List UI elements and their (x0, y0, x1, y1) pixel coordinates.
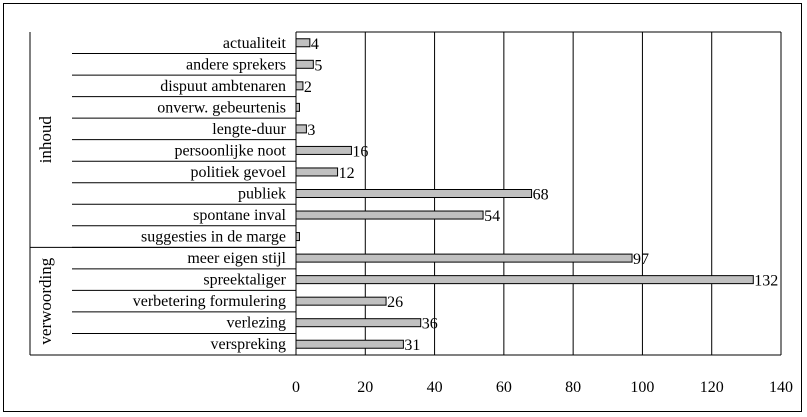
category-label: publiek (238, 186, 286, 203)
data-label: 36 (422, 316, 438, 333)
x-tick-label: 40 (427, 379, 443, 396)
bar (295, 167, 339, 177)
bar (295, 275, 754, 285)
data-label: 4 (311, 36, 319, 53)
category-label: verspreking (210, 336, 286, 353)
x-tick-label: 140 (769, 379, 793, 396)
bar (295, 145, 352, 155)
data-label: 132 (754, 273, 778, 290)
x-tick-label: 100 (630, 379, 654, 396)
category-label: suggesties in de marge (141, 229, 286, 246)
bar (295, 339, 404, 349)
data-label: 5 (314, 57, 322, 74)
data-label: 54 (484, 208, 500, 225)
data-label: 68 (533, 187, 549, 204)
bar (295, 59, 314, 69)
bar (295, 253, 633, 263)
category-label: dispuut ambtenaren (160, 78, 286, 95)
data-label: 2 (304, 79, 312, 96)
category-label: politiek gevoel (190, 164, 286, 181)
bar (295, 102, 300, 112)
x-tick-label: 60 (496, 379, 512, 396)
data-label: 12 (339, 165, 355, 182)
group-label-verwoording: verwoording (36, 257, 55, 344)
category-label: andere sprekers (186, 56, 286, 73)
bar (295, 318, 422, 328)
data-label: 16 (352, 143, 368, 160)
category-label: meer eigen stijl (187, 250, 286, 267)
bar (295, 232, 300, 242)
category-label: spontane inval (193, 207, 286, 224)
category-label: persoonlijke noot (174, 142, 286, 159)
bar (295, 210, 484, 220)
x-tick-label: 0 (292, 379, 300, 396)
category-label: onverw. gebeurtenis (157, 99, 286, 116)
data-label: 26 (387, 294, 403, 311)
bar (295, 189, 533, 198)
group-label-inhoud: inhoud (36, 116, 55, 164)
data-label: 3 (307, 122, 315, 139)
x-tick-label: 80 (565, 379, 581, 396)
data-label: 97 (633, 251, 649, 268)
x-tick-label: 120 (700, 379, 724, 396)
category-label: lengte-duur (212, 121, 286, 138)
category-label: verlezing (226, 315, 286, 332)
category-label: verbetering formulering (133, 293, 286, 310)
bar (295, 296, 387, 306)
category-label: actualiteit (223, 35, 287, 52)
x-tick-label: 20 (357, 379, 373, 396)
bar (295, 124, 307, 134)
category-label: spreektaliger (203, 272, 286, 289)
bar (295, 81, 304, 91)
bar (295, 38, 311, 48)
data-label: 31 (404, 337, 420, 354)
